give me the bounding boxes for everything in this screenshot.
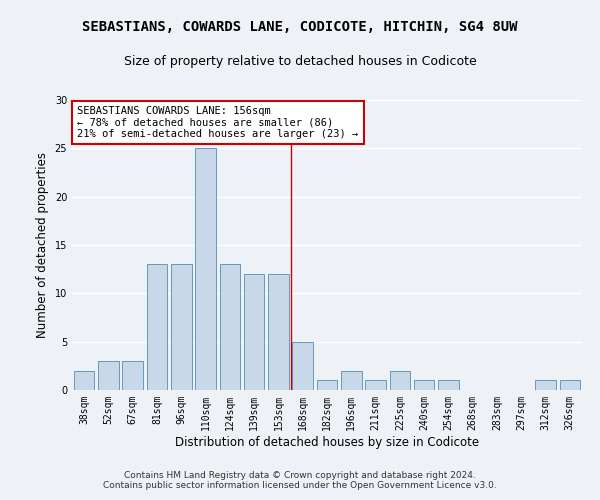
Bar — [560, 380, 580, 390]
Bar — [146, 264, 167, 390]
Bar — [438, 380, 459, 390]
Bar — [122, 361, 143, 390]
Bar — [220, 264, 240, 390]
Bar — [195, 148, 216, 390]
Bar — [389, 370, 410, 390]
Bar — [98, 361, 119, 390]
Bar — [292, 342, 313, 390]
X-axis label: Distribution of detached houses by size in Codicote: Distribution of detached houses by size … — [175, 436, 479, 448]
Bar — [317, 380, 337, 390]
Bar — [535, 380, 556, 390]
Bar — [171, 264, 191, 390]
Bar — [244, 274, 265, 390]
Text: SEBASTIANS, COWARDS LANE, CODICOTE, HITCHIN, SG4 8UW: SEBASTIANS, COWARDS LANE, CODICOTE, HITC… — [82, 20, 518, 34]
Text: Contains HM Land Registry data © Crown copyright and database right 2024.
Contai: Contains HM Land Registry data © Crown c… — [103, 470, 497, 490]
Bar — [365, 380, 386, 390]
Text: SEBASTIANS COWARDS LANE: 156sqm
← 78% of detached houses are smaller (86)
21% of: SEBASTIANS COWARDS LANE: 156sqm ← 78% of… — [77, 106, 358, 139]
Bar — [74, 370, 94, 390]
Bar — [414, 380, 434, 390]
Bar — [268, 274, 289, 390]
Text: Size of property relative to detached houses in Codicote: Size of property relative to detached ho… — [124, 55, 476, 68]
Y-axis label: Number of detached properties: Number of detached properties — [36, 152, 49, 338]
Bar — [341, 370, 362, 390]
